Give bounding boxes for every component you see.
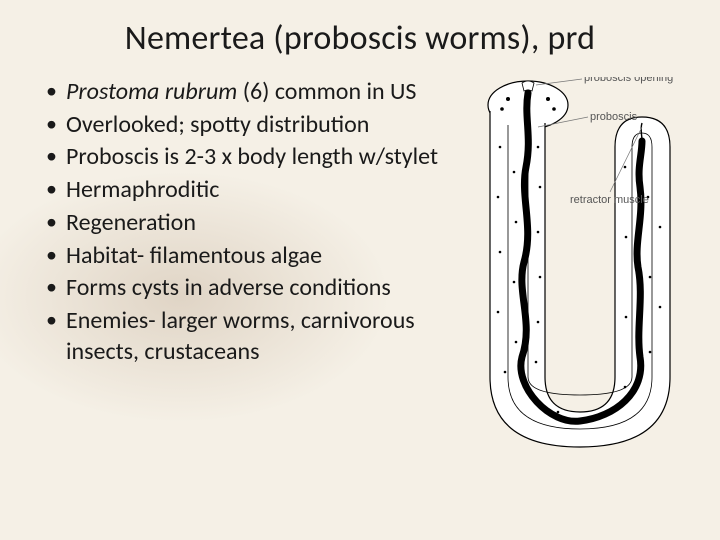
worm-diagram-svg: proboscis opening proboscis retractor mu… bbox=[450, 77, 680, 457]
label-proboscis-opening: proboscis opening bbox=[584, 77, 673, 84]
slide-title: Nemertea (proboscis worms), prd bbox=[40, 18, 680, 59]
bullet-item: Hermaphroditic bbox=[40, 175, 440, 206]
label-retractor-muscle: retractor muscle bbox=[570, 194, 649, 206]
bullet-item: Habitat- filamentous algae bbox=[40, 241, 440, 272]
bullet-item: Regeneration bbox=[40, 208, 440, 239]
bullet-item: Prostoma rubrum (6) common in US bbox=[40, 77, 440, 108]
bullet-item: Overlooked; spotty distribution bbox=[40, 110, 440, 141]
bullet-item: Proboscis is 2-3 x body length w/stylet bbox=[40, 142, 440, 173]
label-proboscis: proboscis bbox=[590, 111, 638, 123]
bullet-list: Prostoma rubrum (6) common in US Overloo… bbox=[40, 77, 440, 457]
bullet-item: Enemies- larger worms, carnivorous insec… bbox=[40, 306, 440, 367]
slide: Nemertea (proboscis worms), prd Prostoma… bbox=[0, 0, 720, 540]
content-row: Prostoma rubrum (6) common in US Overloo… bbox=[40, 77, 680, 457]
worm-diagram: proboscis opening proboscis retractor mu… bbox=[450, 77, 680, 457]
bullet-item: Forms cysts in adverse conditions bbox=[40, 273, 440, 304]
